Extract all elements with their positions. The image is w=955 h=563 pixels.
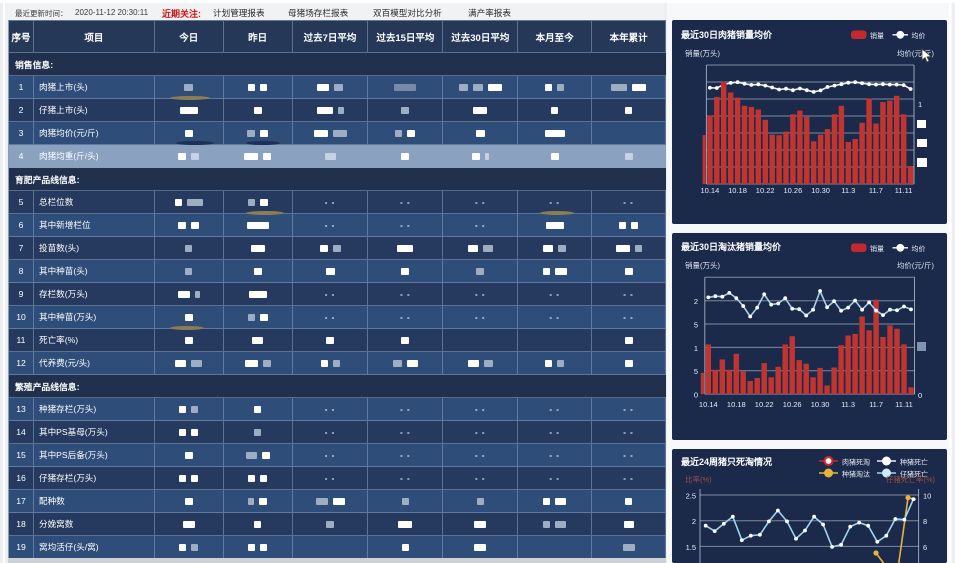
svg-text:10.14: 10.14	[699, 400, 718, 409]
svg-text:1.5: 1.5	[686, 543, 696, 552]
svg-text:仔猪死亡: 仔猪死亡	[900, 470, 928, 479]
svg-text:1: 1	[918, 100, 922, 109]
svg-text:10.14: 10.14	[701, 186, 720, 195]
svg-text:均价(元/斤): 均价(元/斤)	[897, 260, 935, 270]
svg-text:10: 10	[923, 492, 931, 501]
svg-text:0: 0	[694, 391, 698, 400]
svg-text:11.11: 11.11	[895, 186, 913, 195]
svg-text:11.7: 11.7	[869, 186, 883, 195]
svg-text:10.26: 10.26	[784, 186, 803, 195]
svg-text:均价: 均价	[912, 31, 926, 40]
svg-text:5: 5	[694, 321, 698, 330]
svg-text:最近30日肉猪销量均价: 最近30日肉猪销量均价	[681, 29, 773, 40]
svg-text:种猪淘汰: 种猪淘汰	[842, 470, 870, 479]
svg-text:10.22: 10.22	[755, 400, 774, 409]
svg-text:0: 0	[918, 391, 922, 400]
svg-text:2: 2	[694, 297, 698, 306]
svg-text:11.11: 11.11	[895, 400, 913, 409]
svg-text:11.3: 11.3	[841, 400, 855, 409]
svg-text:5: 5	[694, 367, 698, 376]
svg-text:最近24周猪只死淘情况: 最近24周猪只死淘情况	[681, 456, 772, 467]
svg-text:销量: 销量	[870, 244, 884, 253]
svg-text:销量: 销量	[870, 31, 884, 40]
svg-text:2: 2	[692, 517, 696, 526]
svg-text:均价(元/斤): 均价(元/斤)	[897, 48, 935, 58]
svg-text:比率(%): 比率(%)	[685, 474, 712, 484]
svg-text:10.18: 10.18	[727, 400, 746, 409]
svg-text:仔猪死亡率(%): 仔猪死亡率(%)	[886, 474, 936, 484]
svg-text:最近30日淘汰猪销量均价: 最近30日淘汰猪销量均价	[681, 241, 782, 252]
svg-text:6: 6	[923, 543, 927, 552]
svg-text:10.30: 10.30	[811, 400, 830, 409]
svg-text:1: 1	[694, 344, 698, 353]
svg-text:肉猪死淘: 肉猪死淘	[842, 458, 870, 467]
svg-text:10.30: 10.30	[811, 186, 830, 195]
svg-text:11.7: 11.7	[869, 400, 883, 409]
svg-text:11.3: 11.3	[841, 186, 855, 195]
svg-text:销量(万头): 销量(万头)	[685, 48, 720, 58]
svg-text:种猪死亡: 种猪死亡	[900, 458, 928, 467]
svg-text:10.18: 10.18	[728, 186, 747, 195]
svg-text:10.22: 10.22	[756, 186, 775, 195]
svg-text:2.5: 2.5	[686, 492, 696, 501]
svg-text:10.26: 10.26	[783, 400, 802, 409]
svg-text:均价: 均价	[912, 244, 926, 253]
svg-text:8: 8	[923, 517, 927, 526]
svg-text:销量(万头): 销量(万头)	[685, 260, 720, 270]
